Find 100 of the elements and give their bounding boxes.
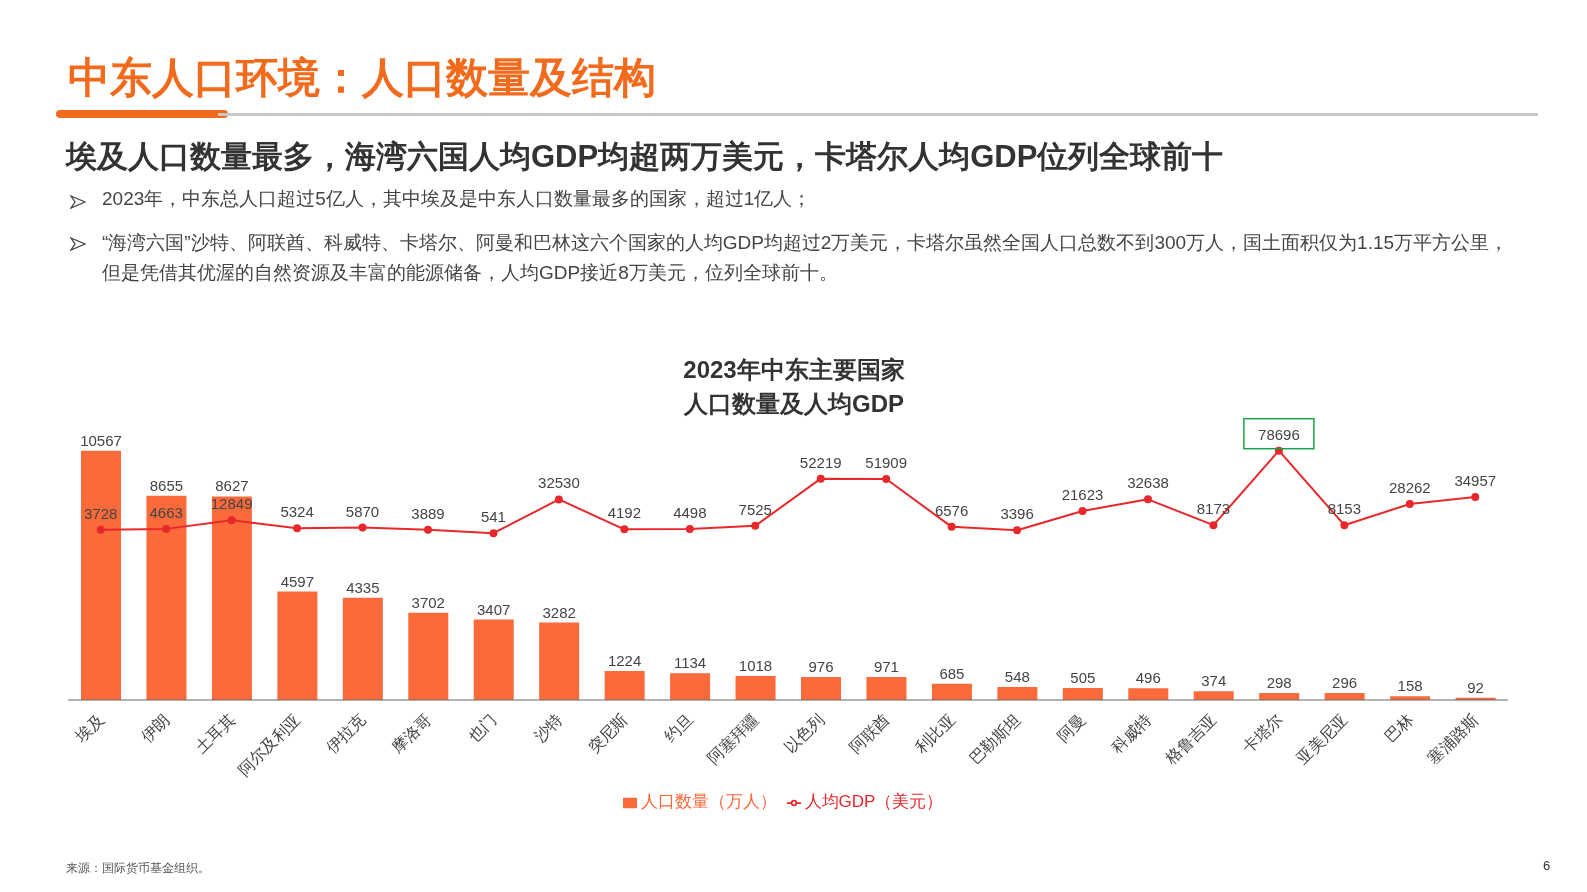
data-label: 971	[873, 658, 899, 676]
point	[424, 525, 432, 534]
point	[882, 474, 891, 483]
data-label: 32530	[538, 474, 580, 492]
data-label: 3889	[411, 504, 445, 522]
bar	[211, 496, 252, 700]
data-label: 8627	[215, 477, 249, 495]
data-label: 505	[1070, 669, 1096, 687]
bar	[1193, 691, 1234, 700]
point	[554, 495, 563, 504]
x-tick-label: 卡塔尔	[1239, 710, 1286, 757]
point	[1013, 526, 1022, 535]
bar	[931, 683, 972, 700]
data-label: 78696	[1258, 425, 1300, 443]
data-label: 548	[1004, 668, 1030, 686]
bar	[866, 677, 907, 700]
data-label: 52219	[799, 453, 842, 471]
point	[751, 521, 760, 530]
bar	[1128, 688, 1169, 700]
point	[293, 524, 302, 533]
x-tick-label: 巴勒斯坦	[966, 710, 1024, 768]
point	[1340, 521, 1349, 530]
x-tick-label: 亚美尼亚	[1293, 710, 1351, 768]
chart-title: 2023年中东主要国家人口数量及人均GDP	[682, 355, 906, 419]
data-label: 296	[1332, 674, 1358, 692]
data-label: 685	[939, 664, 965, 682]
point	[489, 529, 498, 538]
x-tick-label: 约旦	[661, 710, 697, 745]
point	[1471, 492, 1480, 501]
bar	[1062, 688, 1103, 700]
bar	[997, 687, 1038, 700]
data-label: 6576	[934, 501, 969, 519]
point	[620, 525, 629, 534]
x-tick-label: 塞浦路斯	[1424, 710, 1482, 768]
text: 埃及人口数量最多，海湾六国人均GDP均超两万美元，卡塔尔人均GDP位列全球前十	[66, 138, 1224, 176]
legend-label: 人口数量（万人）	[640, 792, 777, 811]
data-label: 374	[1201, 672, 1227, 690]
data-label: 3702	[411, 593, 445, 611]
data-label: 8655	[149, 476, 184, 494]
bar	[342, 597, 383, 700]
x-tick-label: 伊拉克	[322, 710, 369, 757]
point	[227, 516, 236, 525]
data-label: 1018	[738, 656, 773, 674]
bar	[146, 495, 187, 700]
data-label: 541	[480, 508, 506, 526]
text: 中东人口环境：人口数量及结构	[68, 53, 656, 103]
data-label: 4663	[149, 503, 183, 521]
bar	[473, 619, 514, 700]
data-label: 3282	[542, 603, 576, 621]
bar	[277, 591, 318, 700]
bar	[801, 676, 841, 700]
x-tick-label: 以色列	[781, 710, 828, 757]
data-label: 4335	[346, 578, 380, 596]
data-label: 32638	[1127, 474, 1169, 492]
bar	[539, 622, 580, 700]
x-tick-label: 巴林	[1381, 710, 1417, 745]
data-label: 4498	[673, 504, 707, 522]
x-tick-label: 科威特	[1108, 710, 1155, 757]
point	[1078, 506, 1087, 515]
text: “海湾六国”沙特、阿联酋、科威特、卡塔尔、阿曼和巴林这六个国家的人均GDP均超过2万美元，卡塔尔虽然全国人口总数不到300万人，国土面积仅为1.15万平方公里，但是凭借其优渥的自然资源及丰富的能源储备，人均GDP接近8万美元，位列全球前十。	[102, 231, 1510, 285]
point	[96, 525, 105, 534]
data-label: 10567	[80, 431, 122, 449]
data-label: 12849	[210, 495, 253, 513]
point	[1209, 521, 1218, 530]
data-label: 4597	[280, 572, 315, 590]
data-label: 298	[1266, 673, 1292, 691]
data-label: 3728	[84, 504, 118, 522]
bar	[81, 450, 121, 700]
point	[1405, 499, 1414, 508]
x-tick-label: 阿塞拜疆	[704, 710, 762, 768]
bar	[670, 673, 711, 700]
x-tick-label: 也门	[465, 710, 500, 745]
data-label: 28262	[1388, 478, 1431, 496]
data-label: 8153	[1327, 500, 1362, 518]
data-label: 5324	[280, 503, 314, 521]
text: 2023年，中东总人口超过5亿人，其中埃及是中东人口数量最多的国家，超过1亿人；	[102, 187, 812, 211]
point	[947, 522, 956, 531]
x-tick-label: 埃及	[71, 710, 108, 746]
x-tick-label: 格鲁吉亚	[1161, 710, 1220, 769]
x-tick-label: 伊朗	[137, 710, 173, 745]
data-label: 3407	[477, 600, 511, 618]
x-tick-label: 阿曼	[1054, 710, 1089, 745]
data-label: 1224	[607, 652, 642, 670]
point	[1274, 446, 1283, 455]
point	[162, 524, 171, 533]
data-label: 158	[1397, 677, 1423, 695]
x-tick-label: 摩洛哥	[388, 710, 435, 757]
point	[1144, 495, 1152, 504]
data-label: 5870	[345, 502, 380, 520]
point	[816, 474, 825, 483]
point	[685, 525, 694, 534]
data-label: 3396	[1000, 505, 1034, 523]
bar	[604, 671, 645, 700]
x-tick-label: 利比亚	[912, 710, 958, 757]
data-label: 21623	[1061, 485, 1104, 503]
data-label: 92	[1467, 678, 1484, 696]
data-label: 4192	[607, 504, 642, 522]
x-tick-label: 突尼斯	[584, 710, 631, 757]
data-label: 7525	[738, 500, 772, 518]
data-label: 34957	[1454, 471, 1497, 489]
